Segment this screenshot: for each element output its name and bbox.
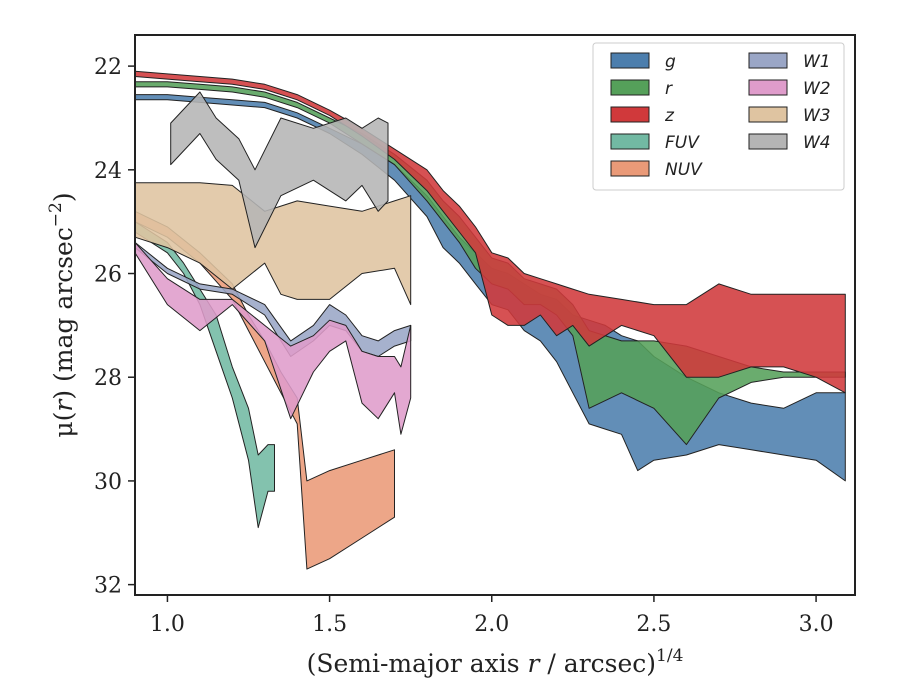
legend-label: r — [665, 79, 673, 99]
legend-label: NUV — [665, 160, 703, 180]
y-axis-label-sup: −2 — [46, 202, 66, 227]
legend-item-r: r — [610, 79, 673, 99]
y-tick-label: 30 — [94, 470, 122, 495]
y-tick-label: 32 — [94, 574, 122, 599]
y-axis-ticks: 22 24 26 28 30 32 — [94, 55, 135, 599]
y-axis-label-mid: ) (mag arcsec — [49, 227, 78, 400]
legend-swatch — [610, 79, 650, 96]
x-axis-label-var: r — [528, 649, 542, 678]
legend-label: W2 — [803, 79, 831, 99]
legend-label: FUV — [665, 133, 700, 153]
x-tick-label: 2.0 — [474, 612, 509, 637]
legend-swatch — [610, 133, 650, 150]
legend: grz FUV NUV W1 W2 W3 W4 — [592, 42, 845, 191]
legend-swatch — [748, 52, 788, 69]
band-w2 — [134, 241, 412, 435]
legend-item-g: g — [610, 52, 676, 72]
x-axis-label: (Semi-major axis r / arcsec)1/4 — [307, 646, 684, 678]
y-tick-label: 24 — [94, 159, 122, 184]
band-z — [134, 70, 846, 394]
legend-label: W3 — [803, 106, 831, 126]
y-tick-label: 28 — [94, 366, 122, 391]
legend-item-fuv: FUV — [610, 133, 700, 153]
y-axis-label: μ(r) (mag arcsec−2) — [46, 192, 78, 437]
legend-label: z — [664, 106, 675, 126]
x-tick-label: 2.5 — [636, 612, 671, 637]
x-axis-ticks: 1.0 1.5 2.0 2.5 3.0 — [150, 595, 834, 637]
x-tick-label: 1.5 — [312, 612, 347, 637]
legend-item-w3: W3 — [748, 106, 831, 126]
plot-frame — [134, 34, 856, 596]
legend-label: g — [665, 52, 676, 72]
legend-item-z: z — [610, 106, 675, 126]
x-axis-label-pre: (Semi-major axis — [307, 649, 528, 678]
y-tick-label: 22 — [94, 55, 122, 80]
legend-item-w1: W1 — [748, 52, 831, 72]
series-bands — [134, 70, 846, 570]
legend-item-nuv: NUV — [610, 160, 703, 180]
x-tick-label: 1.0 — [150, 612, 185, 637]
legend-item-w4: W4 — [748, 133, 831, 153]
x-axis-label-sup: 1/4 — [656, 646, 683, 666]
y-axis-label-close: ) — [49, 192, 78, 202]
y-axis-label-var: r — [49, 398, 78, 412]
legend-label: W4 — [803, 133, 831, 153]
legend-swatch — [748, 133, 788, 150]
legend-swatch — [610, 106, 650, 123]
x-axis-label-post: / arcsec) — [539, 649, 656, 678]
band-w4 — [170, 91, 389, 249]
legend-swatch — [748, 106, 788, 123]
x-tick-label: 3.0 — [799, 612, 834, 637]
y-tick-label: 26 — [94, 263, 122, 288]
legend-swatch — [748, 79, 788, 96]
legend-label: W1 — [803, 52, 831, 72]
legend-swatch — [610, 52, 650, 69]
legend-item-w2: W2 — [748, 79, 831, 99]
y-axis-label-mu: μ( — [49, 412, 78, 438]
legend-swatch — [610, 160, 650, 177]
